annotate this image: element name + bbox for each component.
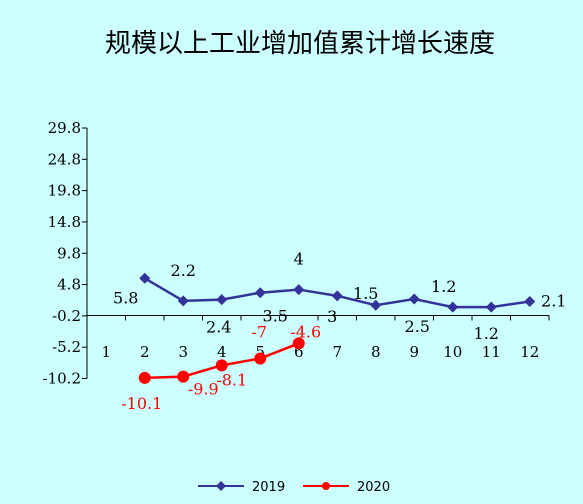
marker-2019: [485, 301, 497, 313]
x-tick-label: 11: [482, 343, 501, 361]
marker-2020: [292, 337, 305, 350]
data-label-2020: -8.1: [216, 370, 247, 389]
y-tick-label: 14.8: [48, 213, 81, 231]
marker-2020: [215, 359, 228, 372]
chart-title: 规模以上工业增加值累计增长速度: [105, 29, 495, 59]
legend-label-2019: 2019: [252, 480, 285, 495]
data-label-2019: 2.2: [171, 261, 196, 280]
x-tick-label: 7: [332, 343, 342, 361]
series-lines: 5.8 2.2 2.4 3.5 4 3 1.5 2.5 1.2 1.2 2.1 -10.1 -9.9-8…: [113, 250, 566, 413]
marker-2019: [331, 290, 343, 302]
legend-label-2020: 2020: [357, 480, 390, 495]
data-label-2019: 2.4: [206, 318, 231, 337]
x-tick-label: 8: [371, 343, 381, 361]
x-tick-label: 4: [217, 343, 227, 361]
y-tick-label: 9.8: [57, 244, 81, 262]
marker-2020: [254, 352, 267, 365]
legend-marker-2020: [322, 482, 330, 490]
marker-2020: [177, 370, 190, 383]
marker-2020: [138, 371, 151, 384]
marker-2019: [216, 294, 228, 306]
data-label-2019: 4: [294, 250, 304, 269]
marker-2019: [370, 299, 382, 311]
y-tick-label: -10.2: [43, 370, 81, 388]
x-tick-label: 10: [443, 343, 462, 361]
y-tick-label: 29.8: [48, 119, 81, 137]
y-tick-label: -0.2: [52, 307, 81, 325]
y-tick-label: 4.8: [57, 276, 81, 294]
marker-2019: [524, 295, 536, 307]
data-label-2019: 5.8: [113, 288, 138, 307]
data-label-2020: -7: [251, 322, 267, 341]
y-tick-label: 24.8: [48, 150, 81, 168]
data-label-2020: -4.6: [290, 322, 321, 341]
marker-2019: [447, 301, 459, 313]
marker-2019: [139, 272, 151, 284]
y-tick-label: 19.8: [48, 182, 81, 200]
legend: 2019 2020: [198, 480, 390, 495]
x-tick-label: 3: [178, 343, 188, 361]
data-label-2019: 1.2: [431, 277, 456, 296]
data-label-2020: -9.9: [188, 380, 219, 399]
marker-2019: [254, 287, 266, 299]
x-tick-label: 1: [101, 343, 111, 361]
x-tick-label: 9: [409, 343, 419, 361]
data-label-2019: 2.1: [541, 291, 566, 310]
marker-2019: [408, 293, 420, 305]
data-label-2019: 3.5: [263, 307, 288, 326]
data-label-2020: -10.1: [121, 394, 162, 413]
data-label-2019: 2.5: [405, 317, 430, 336]
marker-2019: [293, 284, 305, 296]
data-label-2019: 1.2: [474, 324, 499, 343]
y-tick-label: -5.2: [52, 338, 81, 356]
legend-marker-2019: [216, 481, 226, 491]
x-tick-label: 5: [255, 343, 265, 361]
x-tick-label: 2: [140, 343, 150, 361]
data-label-2019: 3: [327, 307, 337, 326]
data-label-2019: 1.5: [353, 284, 378, 303]
axes: 29.824.819.814.89.84.8-0.2-5.2-10.21 2 3 4 5…: [43, 119, 550, 388]
marker-2019: [177, 295, 189, 307]
x-tick-label: 12: [520, 343, 539, 361]
x-tick-label: 6: [294, 343, 304, 361]
